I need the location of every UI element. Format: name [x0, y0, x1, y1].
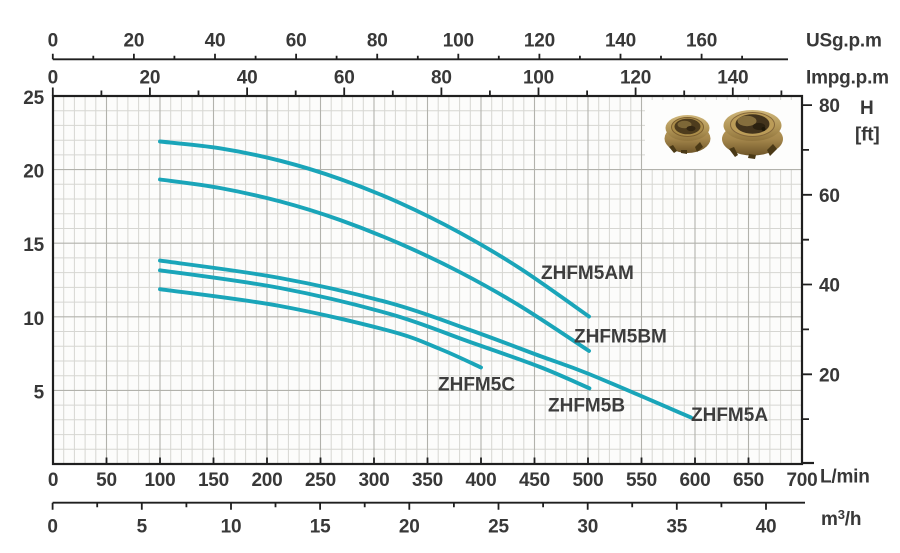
svg-text:40: 40 [756, 516, 777, 537]
svg-text:140: 140 [717, 67, 748, 88]
svg-text:50: 50 [96, 470, 117, 491]
svg-text:USg.p.m: USg.p.m [806, 31, 882, 52]
svg-text:60: 60 [819, 186, 840, 207]
svg-text:0: 0 [48, 67, 58, 88]
svg-text:0: 0 [48, 470, 58, 491]
svg-text:10: 10 [221, 516, 242, 537]
svg-text:200: 200 [251, 470, 282, 491]
svg-text:m3/h: m3/h [821, 507, 861, 530]
svg-text:80: 80 [819, 96, 840, 117]
svg-text:600: 600 [679, 470, 710, 491]
svg-text:35: 35 [666, 516, 687, 537]
svg-text:60: 60 [334, 67, 355, 88]
svg-text:0: 0 [48, 30, 58, 51]
svg-text:20: 20 [23, 162, 44, 183]
svg-text:ZHFM5AM: ZHFM5AM [541, 263, 634, 284]
svg-text:20: 20 [399, 516, 420, 537]
svg-text:ZHFM5BM: ZHFM5BM [574, 327, 667, 348]
svg-text:120: 120 [620, 67, 651, 88]
svg-text:40: 40 [819, 276, 840, 297]
svg-text:H: H [860, 98, 874, 119]
svg-text:20: 20 [140, 67, 161, 88]
svg-text:80: 80 [431, 67, 452, 88]
svg-text:25: 25 [23, 88, 44, 109]
svg-text:300: 300 [358, 470, 389, 491]
svg-text:400: 400 [465, 470, 496, 491]
svg-text:650: 650 [733, 470, 764, 491]
svg-text:100: 100 [523, 67, 554, 88]
svg-text:100: 100 [144, 470, 175, 491]
svg-text:700: 700 [786, 470, 817, 491]
svg-text:20: 20 [819, 365, 840, 386]
svg-text:100: 100 [443, 30, 474, 51]
svg-text:5: 5 [34, 382, 45, 403]
svg-text:500: 500 [572, 470, 603, 491]
svg-text:15: 15 [310, 516, 331, 537]
svg-text:Impg.p.m: Impg.p.m [806, 68, 889, 89]
svg-text:15: 15 [23, 235, 44, 256]
svg-text:450: 450 [519, 470, 550, 491]
svg-text:350: 350 [412, 470, 443, 491]
svg-text:[ft]: [ft] [855, 125, 880, 146]
svg-text:150: 150 [198, 470, 229, 491]
svg-text:160: 160 [686, 30, 717, 51]
svg-text:140: 140 [605, 30, 636, 51]
svg-text:ZHFM5B: ZHFM5B [548, 396, 625, 417]
svg-text:60: 60 [286, 30, 307, 51]
svg-text:40: 40 [205, 30, 226, 51]
svg-text:30: 30 [577, 516, 598, 537]
svg-text:5: 5 [137, 516, 148, 537]
svg-text:80: 80 [367, 30, 388, 51]
svg-text:ZHFM5C: ZHFM5C [438, 375, 515, 396]
svg-text:40: 40 [237, 67, 258, 88]
svg-text:25: 25 [488, 516, 509, 537]
svg-text:120: 120 [524, 30, 555, 51]
svg-text:550: 550 [626, 470, 657, 491]
svg-text:250: 250 [305, 470, 336, 491]
svg-text:20: 20 [124, 30, 145, 51]
svg-text:ZHFM5A: ZHFM5A [691, 405, 768, 426]
svg-text:10: 10 [23, 309, 44, 330]
svg-text:L/min: L/min [820, 467, 870, 488]
svg-text:0: 0 [47, 516, 57, 537]
